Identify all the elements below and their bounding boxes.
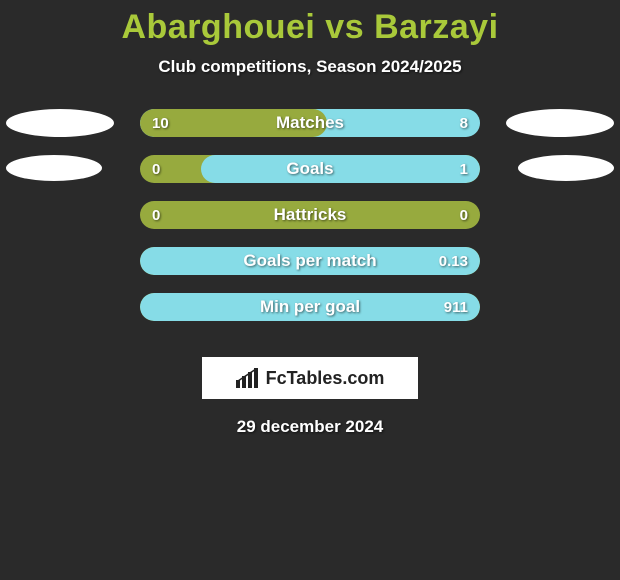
bar-track — [140, 293, 480, 321]
player-left-oval — [6, 109, 114, 137]
comparison-chart: Matches108Goals01Hattricks00Goals per ma… — [0, 109, 620, 339]
logo-text: FcTables.com — [266, 368, 385, 389]
stat-row: Goals01 — [0, 155, 620, 201]
date-line: 29 december 2024 — [0, 417, 620, 437]
bar-track — [140, 247, 480, 275]
player-left-oval — [6, 155, 102, 181]
logo-box: FcTables.com — [202, 357, 418, 399]
player-right-oval — [506, 109, 614, 137]
stat-row: Matches108 — [0, 109, 620, 155]
bar-fill-right — [201, 155, 480, 183]
page-subtitle: Club competitions, Season 2024/2025 — [0, 57, 620, 77]
page-title: Abarghouei vs Barzayi — [0, 8, 620, 47]
bar-track — [140, 155, 480, 183]
player-right-oval — [518, 155, 614, 181]
bar-fill-left — [140, 109, 327, 137]
chart-bars-icon — [236, 368, 260, 388]
bar-track — [140, 109, 480, 137]
bar-track — [140, 201, 480, 229]
bar-fill-right — [140, 247, 480, 275]
stat-row: Hattricks00 — [0, 201, 620, 247]
header: Abarghouei vs Barzayi Club competitions,… — [0, 0, 620, 77]
stat-row: Goals per match0.13 — [0, 247, 620, 293]
stat-row: Min per goal911 — [0, 293, 620, 339]
bar-fill-right — [140, 293, 480, 321]
